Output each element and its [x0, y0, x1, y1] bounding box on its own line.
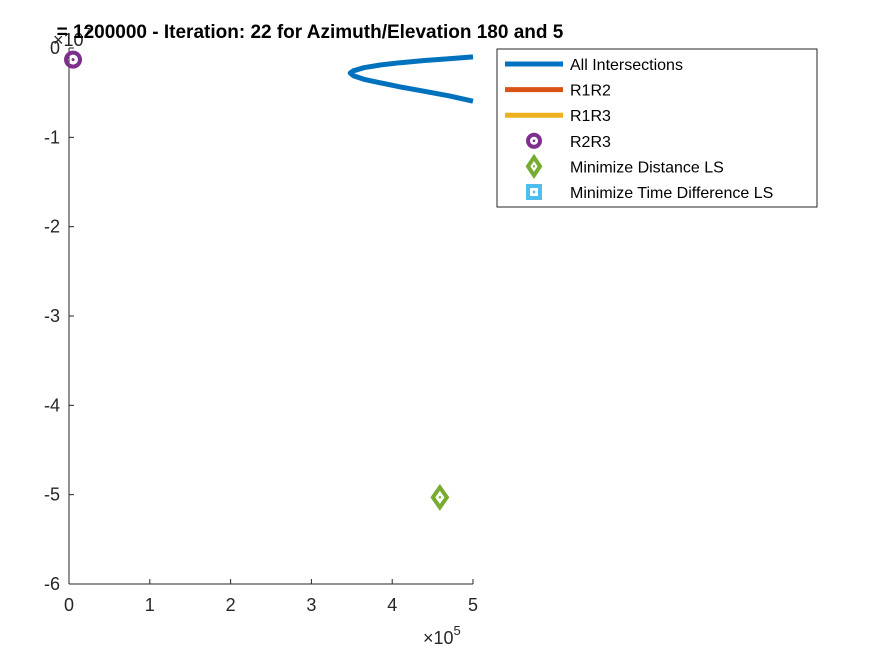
- legend-swatch-minimize-time-difference-ls: [526, 184, 542, 200]
- x-tick-label: 5: [468, 595, 478, 615]
- legend-label-all-intersections: All Intersections: [570, 57, 683, 74]
- series-point-minimize-distance-ls: [430, 483, 450, 511]
- y-tick-label: -4: [44, 395, 60, 415]
- x-exponent-label: ×105: [423, 623, 461, 648]
- x-tick-label: 1: [145, 595, 155, 615]
- y-tick-label: -3: [44, 306, 60, 326]
- series-point-dot-r2r3: [71, 58, 75, 62]
- legend-swatch-minimize-distance-ls: [525, 153, 543, 180]
- chart-title: = 1200000 - Iteration: 22 for Azimuth/El…: [57, 22, 564, 43]
- legend[interactable]: All Intersections R1R2 R1R3 R2R3 Minimize Di…: [496, 48, 818, 208]
- legend-label-r2r3: R2R3: [570, 134, 611, 151]
- series-point-r2r3: [64, 50, 83, 69]
- y-tick-label: -5: [44, 485, 60, 505]
- series-line-all-intersections: [347, 54, 474, 104]
- y-tick-label: -2: [44, 217, 60, 237]
- legend-box: [496, 48, 818, 208]
- legend-swatch-dot-r2r3: [532, 139, 536, 143]
- legend-swatch-dot-minimize-distance-ls: [532, 165, 536, 168]
- legend-label-minimize-distance-ls: Minimize Distance LS: [570, 159, 724, 176]
- series-group: [347, 54, 474, 104]
- series-point-dot-minimize-distance-ls: [438, 496, 442, 499]
- legend-label-minimize-time-difference-ls: Minimize Time Difference LS: [570, 185, 773, 202]
- x-tick-label: 2: [226, 595, 236, 615]
- legend-label-r1r2: R1R2: [570, 83, 611, 100]
- y-exponent-superscript: 7: [84, 25, 91, 40]
- y-tick-label: 0: [50, 38, 60, 58]
- legend-swatch-r2r3: [526, 132, 542, 149]
- x-tick-label: 3: [306, 595, 316, 615]
- legend-label-r1r3: R1R3: [570, 108, 611, 125]
- x-tick-label: 4: [387, 595, 397, 615]
- x-tick-label: 0: [64, 595, 74, 615]
- plot-area: [64, 50, 474, 511]
- y-tick-label: -1: [44, 127, 60, 147]
- y-tick-label: -6: [44, 574, 60, 594]
- legend-swatch-dot-minimize-time-difference-ls: [532, 190, 536, 194]
- x-exponent-superscript: 5: [454, 623, 461, 638]
- axes: 0 1 2 3 4 50-1-2-3-4-5-6×107×105: [44, 25, 478, 648]
